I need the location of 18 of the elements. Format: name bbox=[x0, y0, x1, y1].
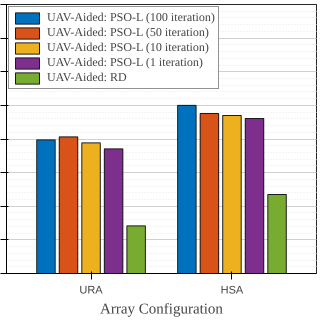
bar bbox=[58, 136, 78, 274]
bar bbox=[104, 148, 124, 274]
legend-label: UAV-Aided: PSO-L (50 iteration) bbox=[47, 25, 209, 40]
x-tick-label: HSA bbox=[220, 284, 244, 296]
legend-label: UAV-Aided: PSO-L (1 iteration) bbox=[47, 55, 203, 70]
bar bbox=[222, 114, 242, 274]
legend-label: UAV-Aided: PSO-L (100 iteration) bbox=[47, 10, 215, 25]
bar bbox=[177, 104, 197, 274]
bar bbox=[126, 225, 146, 274]
x-axis-title: Array Configuration bbox=[100, 302, 224, 318]
legend-label: UAV-Aided: RD bbox=[47, 70, 127, 85]
x-tick-label: URA bbox=[79, 284, 104, 296]
bar bbox=[36, 139, 56, 274]
bar bbox=[267, 194, 287, 274]
bar bbox=[244, 118, 264, 274]
bar bbox=[81, 142, 101, 274]
legend-label: UAV-Aided: PSO-L (10 iteration) bbox=[47, 40, 209, 55]
bar bbox=[200, 112, 220, 274]
